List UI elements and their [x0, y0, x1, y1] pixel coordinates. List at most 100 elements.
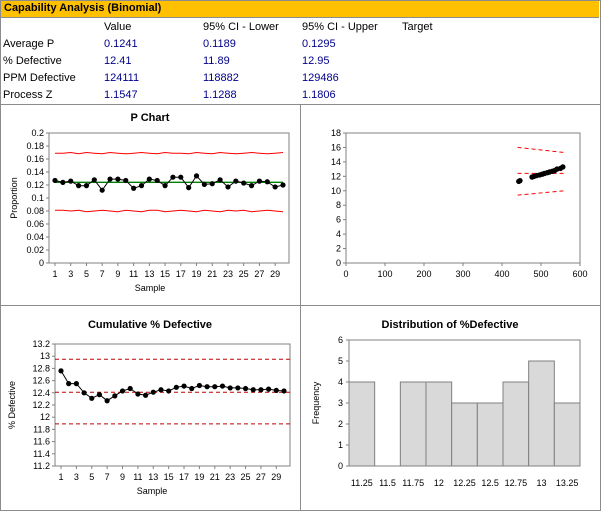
- y-tick-label: 6: [338, 335, 343, 345]
- histogram-panel: Distribution of %Defective 0 1 2 3 4 5 6 11.25 11…: [300, 305, 601, 511]
- data-point: [68, 178, 74, 184]
- y-tick-label: 11.2: [33, 461, 50, 471]
- x-tick-label: 23: [223, 269, 233, 279]
- data-point: [75, 183, 82, 189]
- report-title: Capability Analysis (Binomial): [4, 2, 162, 14]
- data-series-line: [60, 370, 285, 402]
- y-tick-label: 8: [336, 200, 341, 210]
- data-point: [112, 393, 118, 399]
- data-point: [66, 381, 72, 387]
- x-tick-label: 400: [494, 269, 509, 279]
- pct-defective-lower: 11.89: [203, 55, 230, 67]
- column-header-target: Target: [402, 21, 433, 33]
- title-bar: Capability Analysis (Binomial): [1, 1, 599, 18]
- y-tick-label: 11.8: [33, 424, 50, 434]
- data-point: [266, 386, 272, 392]
- scatter-chart: 0 2 4 6 8 10 12 14 16 18 0 100 200 300 400 500 600: [331, 128, 588, 279]
- data-point: [131, 185, 137, 191]
- x-axis-label: Sample: [135, 283, 166, 293]
- histogram-bar: [348, 381, 376, 467]
- x-tick-label: 27: [254, 269, 264, 279]
- data-point: [189, 385, 195, 392]
- data-point: [273, 387, 279, 393]
- data-point: [256, 178, 263, 184]
- ppm-defective-upper: 129486: [302, 72, 339, 84]
- histogram-bar: [528, 360, 555, 467]
- data-point: [242, 385, 249, 392]
- data-point: [178, 174, 184, 180]
- data-point: [560, 164, 566, 170]
- data-point: [281, 388, 287, 394]
- data-point: [181, 383, 187, 389]
- y-tick-label: 0: [338, 461, 343, 471]
- x-axis-label: Sample: [137, 486, 168, 496]
- y-tick-label: 0.2: [31, 128, 44, 138]
- data-point: [204, 384, 210, 390]
- data-point: [170, 174, 176, 180]
- y-tick-label: 0.18: [26, 141, 44, 151]
- data-point: [73, 381, 79, 387]
- data-point: [258, 387, 264, 393]
- x-tick-label: 3: [68, 269, 73, 279]
- data-point: [81, 390, 87, 396]
- x-tick-label: 29: [271, 472, 281, 482]
- data-point: [162, 183, 168, 189]
- x-tick-label: 21: [210, 472, 220, 482]
- data-point: [166, 388, 172, 394]
- x-tick-label: 13: [148, 472, 158, 482]
- x-tick-label: 13.25: [556, 478, 579, 488]
- y-tick-label: 14: [331, 157, 341, 167]
- data-point: [107, 176, 113, 182]
- column-header-ci-upper: 95% CI - Upper: [302, 21, 378, 33]
- data-point: [272, 184, 278, 190]
- data-point: [158, 387, 164, 393]
- data-point: [193, 173, 200, 179]
- histogram-bar: [476, 402, 504, 467]
- x-tick-label: 25: [239, 269, 249, 279]
- data-point: [89, 395, 95, 401]
- x-tick-label: 15: [164, 472, 174, 482]
- data-series-line: [54, 175, 284, 192]
- y-tick-label: 0.12: [26, 180, 44, 190]
- y-tick-label: 0.02: [26, 245, 44, 255]
- y-tick-label: 5: [338, 356, 343, 366]
- x-tick-label: 11: [133, 472, 142, 482]
- pct-defective-value: 12.41: [104, 55, 132, 67]
- x-tick-label: 11.25: [351, 478, 373, 488]
- cumulative-chart-panel: Cumulative % Defective 11.2 11.4 11.6 11.8 12…: [0, 305, 301, 511]
- y-tick-label: 13: [40, 351, 50, 361]
- x-tick-label: 11.5: [379, 478, 396, 488]
- process-z-value: 1.1547: [104, 89, 138, 101]
- data-point: [219, 383, 226, 389]
- scatter-chart-panel: 0 2 4 6 8 10 12 14 16 18 0 100 200 300 400 500 600: [300, 104, 601, 306]
- data-point: [154, 177, 160, 184]
- x-tick-label: 5: [84, 269, 89, 279]
- data-point: [227, 385, 233, 391]
- data-point: [280, 182, 286, 188]
- data-point: [127, 385, 133, 392]
- row-label-process-z: Process Z: [3, 89, 53, 101]
- x-tick-label: 12.25: [453, 478, 476, 488]
- x-tick-label: 13: [536, 478, 546, 488]
- y-tick-label: 18: [331, 128, 341, 138]
- average-p-value: 0.1241: [104, 38, 138, 50]
- lcl-line: [55, 209, 284, 213]
- y-tick-label: 0: [336, 258, 341, 268]
- ppm-defective-lower: 118882: [203, 72, 239, 84]
- y-tick-label: 0.14: [26, 167, 44, 177]
- row-label-average-p: Average P: [3, 38, 55, 50]
- x-tick-label: 15: [160, 269, 170, 279]
- y-tick-label: 0.04: [26, 232, 44, 242]
- data-point: [142, 392, 149, 398]
- x-tick-label: 100: [377, 269, 392, 279]
- y-tick-label: 4: [336, 229, 341, 239]
- plot-area: [54, 343, 291, 467]
- x-tick-label: 500: [533, 269, 548, 279]
- data-point: [115, 176, 121, 182]
- data-point: [225, 184, 231, 190]
- data-point: [201, 181, 207, 187]
- data-point: [209, 181, 215, 187]
- average-p-lower: 0.1189: [203, 38, 236, 50]
- y-axis-label: Proportion: [9, 177, 19, 219]
- histogram-bar: [425, 381, 453, 467]
